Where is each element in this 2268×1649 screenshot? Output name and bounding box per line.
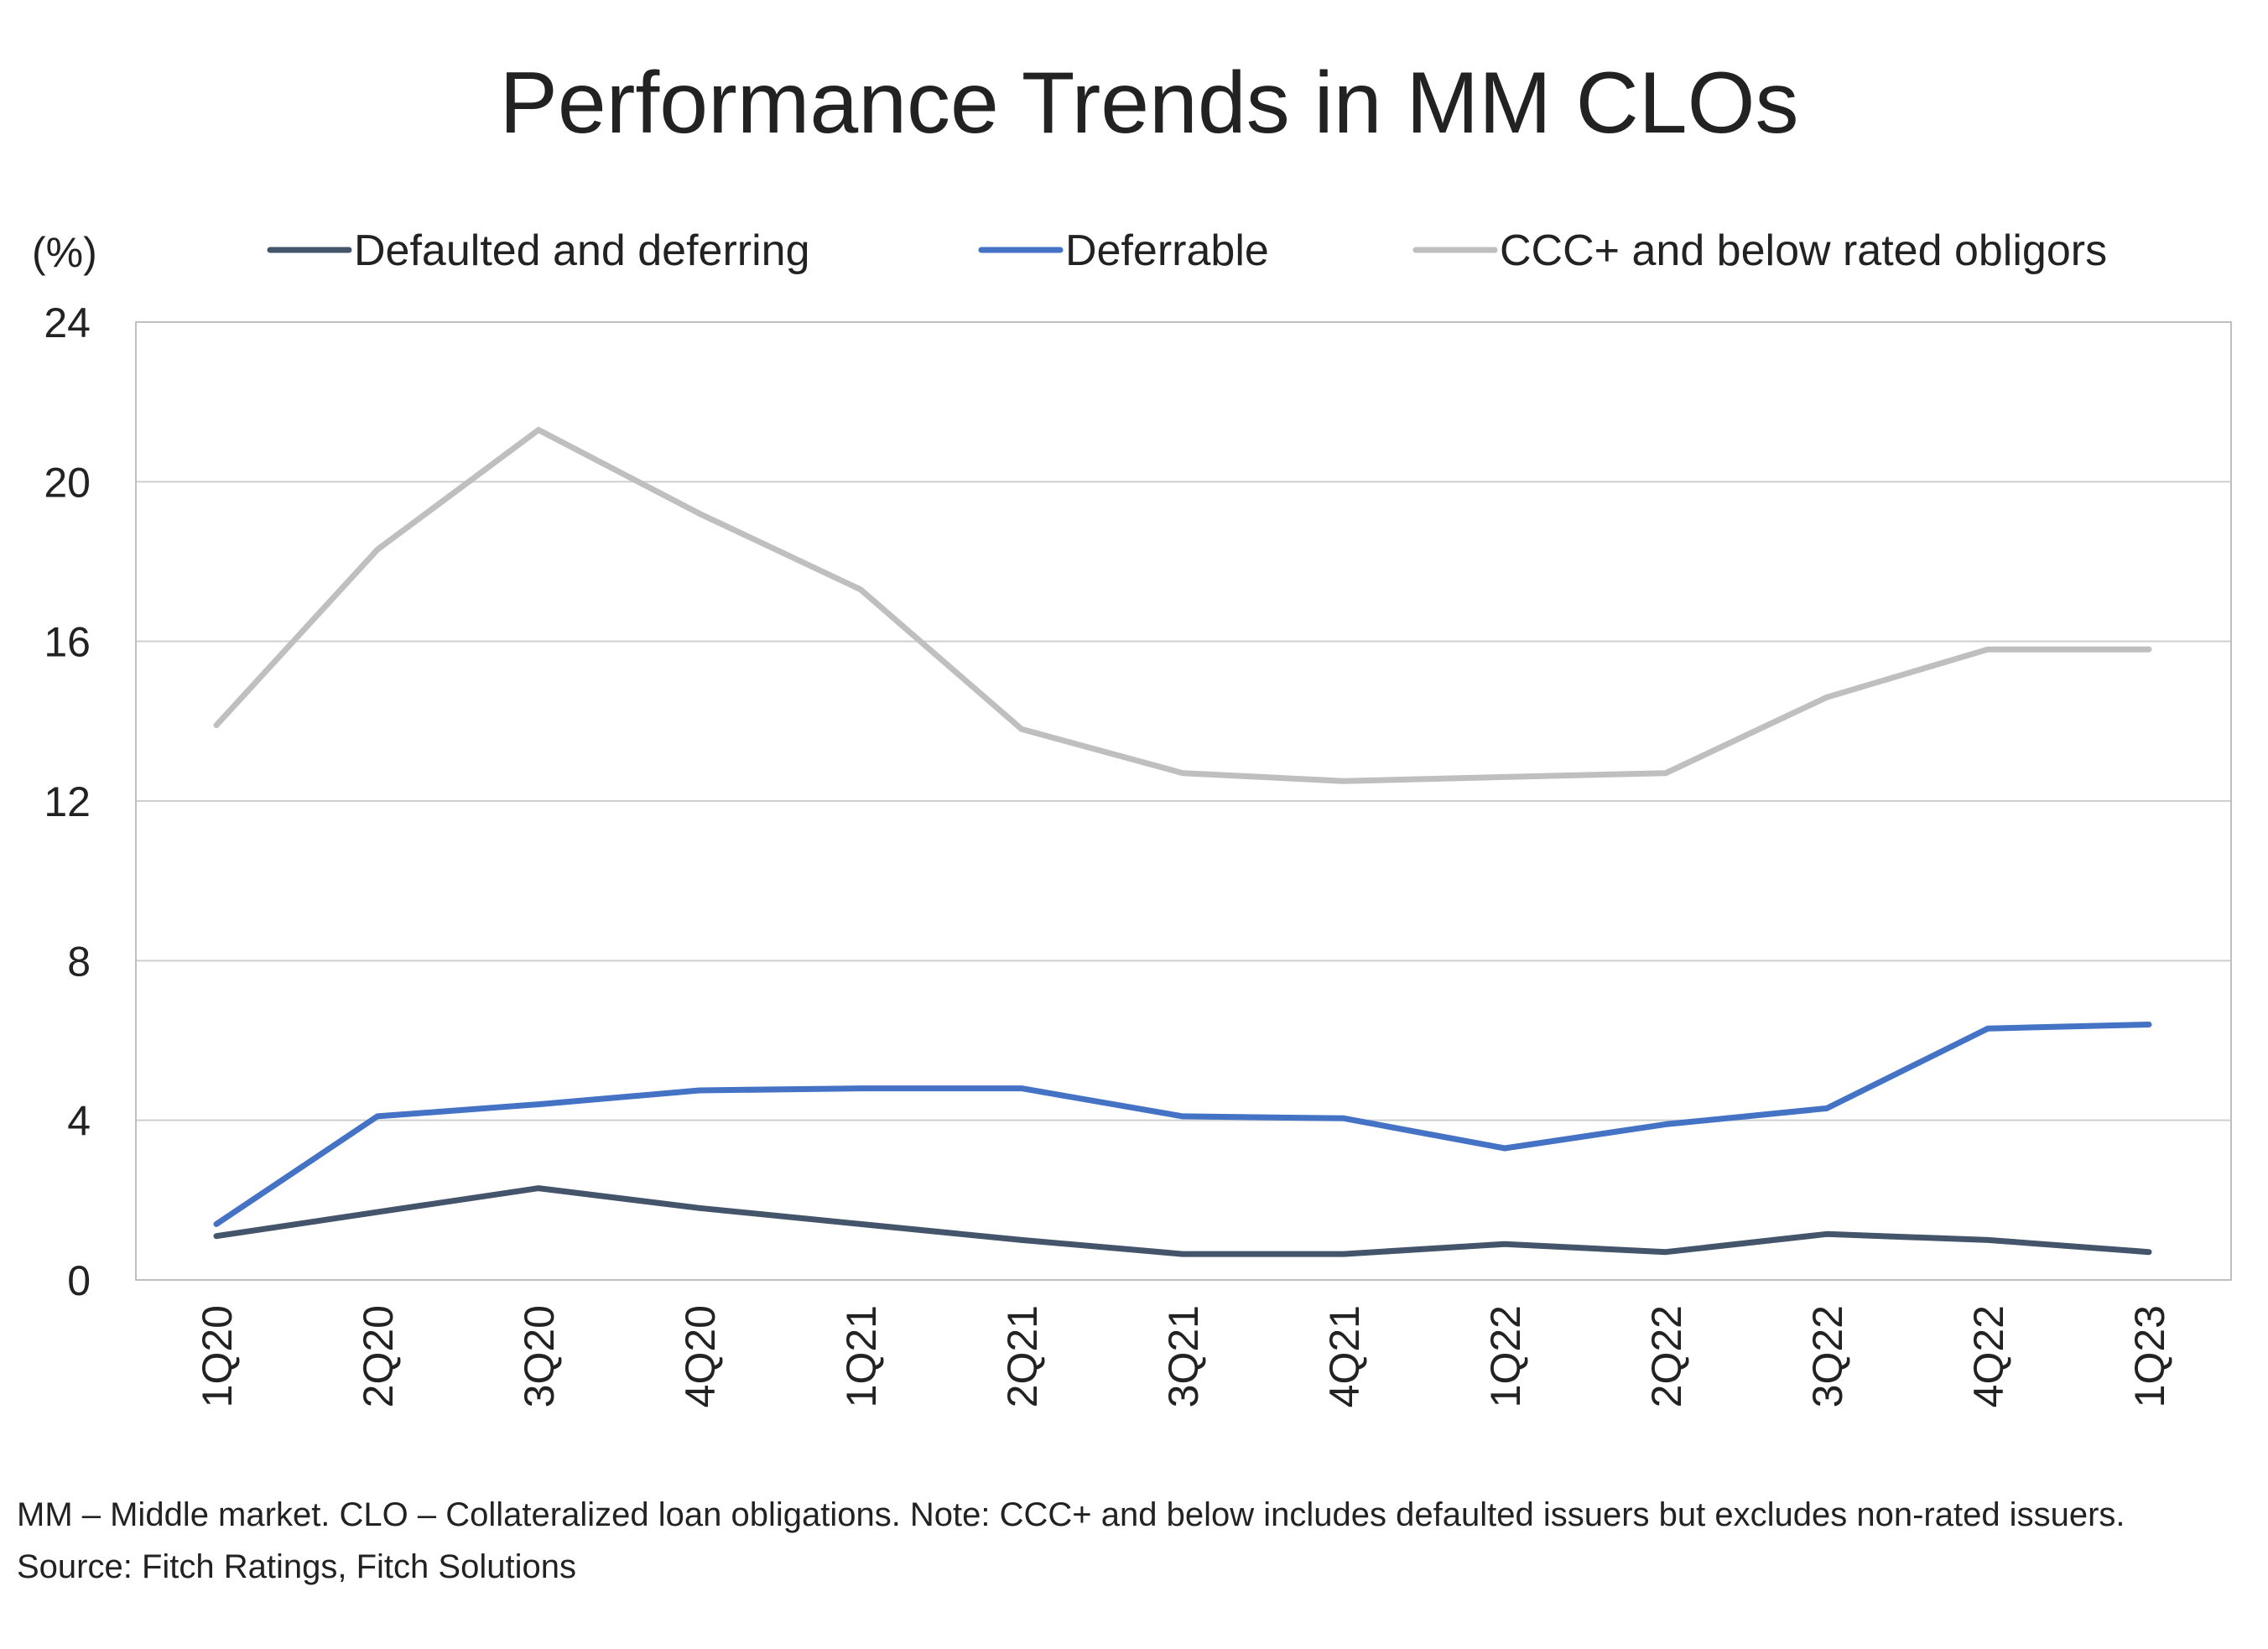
- x-tick-label-1Q20: 1Q20: [194, 1305, 241, 1407]
- legend-label-2: CCC+ and below rated obligors: [1500, 226, 2107, 275]
- x-axis-ticks: 1Q20 2Q20 3Q20 4Q20 1Q21 2Q21 3Q21 4Q21 1Q22 2Q22…: [194, 1305, 2173, 1407]
- y-tick-label-16: 16: [44, 619, 91, 666]
- y-axis-ticks: 0 4 8 12 16 20 24: [44, 299, 91, 1304]
- chart-title: Performance Trends in MM CLOs: [500, 55, 1799, 152]
- series-line-1: [213, 1022, 2152, 1227]
- y-tick-label-4: 4: [67, 1098, 91, 1145]
- y-axis-unit-label: (%): [32, 229, 97, 276]
- footer: MM – Middle market. CLO – Collateralized…: [17, 1489, 2256, 1593]
- x-tick-label-2Q22: 2Q22: [1643, 1305, 1690, 1407]
- x-tick-label-3Q21: 3Q21: [1160, 1305, 1207, 1407]
- gridlines: [136, 321, 2231, 1121]
- x-tick-label-2Q20: 2Q20: [355, 1305, 402, 1407]
- y-tick-label-12: 12: [44, 778, 91, 825]
- footnote: MM – Middle market. CLO – Collateralized…: [17, 1496, 2125, 1533]
- y-tick-label-24: 24: [44, 299, 91, 346]
- source-note: Source: Fitch Ratings, Fitch Solutions: [17, 1548, 576, 1585]
- y-tick-label-20: 20: [44, 459, 91, 506]
- x-tick-label-1Q22: 1Q22: [1482, 1305, 1529, 1407]
- y-tick-label-8: 8: [67, 938, 91, 985]
- x-tick-label-1Q21: 1Q21: [838, 1305, 885, 1407]
- series-lines: [213, 427, 2152, 1257]
- legend-label-1: Deferrable: [1065, 226, 1269, 275]
- x-tick-label-3Q20: 3Q20: [516, 1305, 563, 1407]
- series-line-0: [213, 1185, 2152, 1257]
- x-tick-label-4Q20: 4Q20: [677, 1305, 724, 1407]
- x-tick-label-2Q21: 2Q21: [999, 1305, 1046, 1407]
- y-tick-label-0: 0: [67, 1257, 91, 1304]
- plot-frame: [135, 321, 2232, 1281]
- legend: Defaulted and deferring Deferrable CCC+ an…: [267, 226, 2107, 275]
- x-tick-label-4Q21: 4Q21: [1321, 1305, 1368, 1407]
- chart: Performance Trends in MM CLOs (%) Defaul…: [32, 55, 2232, 1407]
- x-tick-label-1Q23: 1Q23: [2126, 1305, 2173, 1407]
- x-tick-label-3Q22: 3Q22: [1804, 1305, 1851, 1407]
- x-tick-label-4Q22: 4Q22: [1965, 1305, 2012, 1407]
- legend-label-0: Defaulted and deferring: [354, 226, 810, 275]
- series-line-2: [213, 427, 2152, 784]
